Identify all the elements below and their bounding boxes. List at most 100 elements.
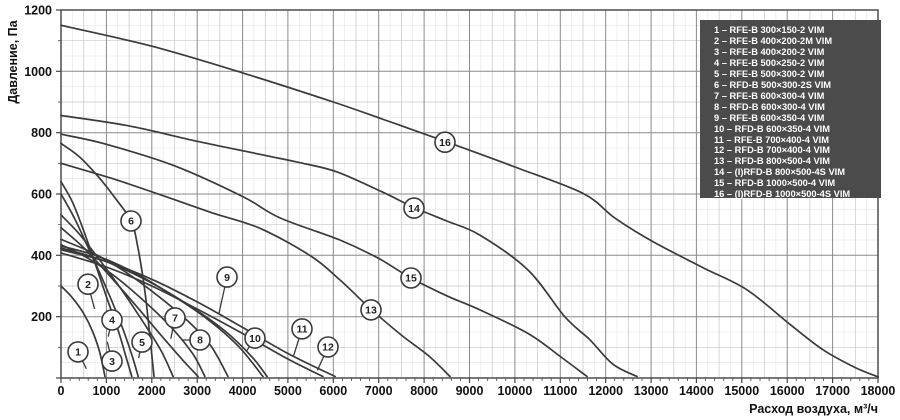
- marker-number-9: 9: [224, 272, 230, 284]
- marker-circle-4: [101, 309, 123, 331]
- marker-circle-10: [244, 327, 266, 349]
- legend-item: 8 – RFD-B 600×300-4 VIM: [714, 101, 825, 112]
- x-tick-label: 7000: [365, 384, 393, 398]
- curve-marker-1: 1: [67, 341, 89, 370]
- legend-item: 14 – (I)RFD-B 800×500-4S VIM: [714, 167, 845, 178]
- x-tick-label: 8000: [410, 384, 438, 398]
- legend-item: 11 – RFE-B 700×400-4 VIM: [714, 134, 829, 145]
- x-tick-label: 1000: [92, 384, 120, 398]
- legend-item: 12 – RFD-B 700×400-4 VIM: [714, 145, 831, 156]
- marker-number-11: 11: [296, 324, 307, 336]
- marker-circle-11: [291, 318, 313, 340]
- marker-number-12: 12: [322, 342, 334, 354]
- marker-circle-13: [360, 299, 382, 321]
- curve-marker-11: 11: [291, 318, 313, 357]
- y-axis-title: Давление, Па: [6, 20, 20, 104]
- curve-12: [60, 252, 324, 378]
- curve-marker-13: 13: [360, 299, 382, 321]
- curve-2: [60, 180, 133, 378]
- marker-number-15: 15: [405, 273, 417, 285]
- legend-item: 1 – RFE-B 300×150-2 VIM: [714, 25, 825, 35]
- marker-number-14: 14: [408, 203, 420, 215]
- marker-number-5: 5: [139, 337, 145, 349]
- marker-number-1: 1: [75, 347, 81, 359]
- marker-number-4: 4: [109, 315, 115, 327]
- marker-circle-14: [403, 197, 425, 219]
- x-tick-label: 14000: [679, 384, 714, 398]
- marker-number-3: 3: [109, 356, 115, 368]
- x-tick-label: 6000: [319, 384, 347, 398]
- curve-1: [60, 285, 106, 378]
- x-tick-label: 9000: [456, 384, 484, 398]
- legend-item: 9 – RFE-B 600×350-4 VIM: [714, 112, 825, 123]
- curve-9: [60, 245, 264, 378]
- legend-item: 13 – RFD-B 800×500-4 VIM: [714, 156, 831, 167]
- marker-number-13: 13: [365, 305, 377, 317]
- legend-item: 3 – RFE-B 400×200-2 VIM: [714, 46, 825, 57]
- curve-marker-8: 8: [181, 329, 211, 351]
- marker-number-2: 2: [85, 279, 91, 291]
- legend-item: 15 – RFD-B 1000×500-4 VIM: [714, 178, 836, 189]
- marker-number-10: 10: [249, 333, 261, 345]
- curve-5: [60, 226, 199, 378]
- y-tick-label: 800: [31, 126, 52, 140]
- marker-circle-5: [131, 331, 153, 353]
- x-tick-label: 2000: [138, 384, 166, 398]
- x-tick-label: 3000: [183, 384, 211, 398]
- x-tick-label: 16000: [770, 384, 805, 398]
- marker-circle-6: [120, 210, 142, 232]
- curve-11: [60, 248, 336, 378]
- marker-circle-12: [317, 336, 339, 358]
- x-tick-label: 18000: [861, 384, 896, 398]
- marker-number-7: 7: [172, 313, 178, 325]
- curve-marker-10: 10: [244, 327, 266, 352]
- curve-marker-3: 3: [101, 341, 123, 372]
- curve-3: [60, 193, 140, 378]
- legend-item: 5 – RFE-B 500×300-2 VIM: [714, 68, 825, 79]
- marker-circle-9: [216, 266, 238, 288]
- x-tick-label: 10000: [498, 384, 533, 398]
- x-tick-label: 11000: [543, 384, 577, 398]
- y-tick-label: 1000: [24, 65, 52, 79]
- x-axis-title: Расход воздуха, м³/ч: [749, 402, 878, 416]
- legend-item: 16 – (I)RFD-B 1000×500-4S VIM: [714, 189, 851, 200]
- curve-15: [60, 133, 588, 378]
- curve-13: [60, 162, 451, 378]
- curve-marker-7: 7: [164, 307, 186, 339]
- x-tick-label: 4000: [229, 384, 257, 398]
- curve-marker-2: 2: [77, 273, 99, 310]
- curve-marker-9: 9: [216, 266, 238, 314]
- marker-number-6: 6: [128, 216, 134, 228]
- curve-marker-4: 4: [101, 309, 123, 337]
- marker-circle-3: [101, 350, 123, 372]
- legend-item: 2 – RFE-B 400×200-2M VIM: [714, 35, 833, 46]
- marker-number-16: 16: [439, 137, 451, 149]
- curve-marker-15: 15: [400, 267, 422, 289]
- axis-ticks: [56, 9, 879, 383]
- marker-circle-7: [164, 307, 186, 329]
- chart-legend: 1 – RFE-B 300×150-2 VIM 2 – RFE-B 400×200…: [700, 20, 881, 200]
- curve-marker-5: 5: [131, 331, 153, 359]
- legend-item: 10 – RFD-B 600×350-4 VIM: [714, 123, 831, 134]
- y-tick-label: 600: [31, 188, 52, 202]
- curve-16: [60, 24, 879, 378]
- curve-7: [60, 238, 229, 378]
- y-tick-label: 200: [31, 310, 52, 324]
- x-tick-label: 5000: [274, 384, 302, 398]
- marker-circle-16: [434, 131, 456, 153]
- x-tick-label: 17000: [815, 384, 850, 398]
- marker-circle-8: [189, 329, 211, 351]
- x-tick-label: 13000: [634, 384, 669, 398]
- curve-marker-14: 14: [403, 197, 425, 219]
- x-tick-label: 0: [58, 384, 65, 398]
- curve-8: [60, 243, 206, 378]
- marker-circle-1: [67, 341, 89, 363]
- legend-item: 6 – RFD-B 500×300-2S VIM: [714, 79, 832, 90]
- curve-marker-12: 12: [316, 336, 339, 371]
- legend-item: 4 – RFE-B 500×250-2 VIM: [714, 57, 825, 68]
- x-tick-label: 12000: [588, 384, 623, 398]
- marker-number-8: 8: [197, 335, 203, 347]
